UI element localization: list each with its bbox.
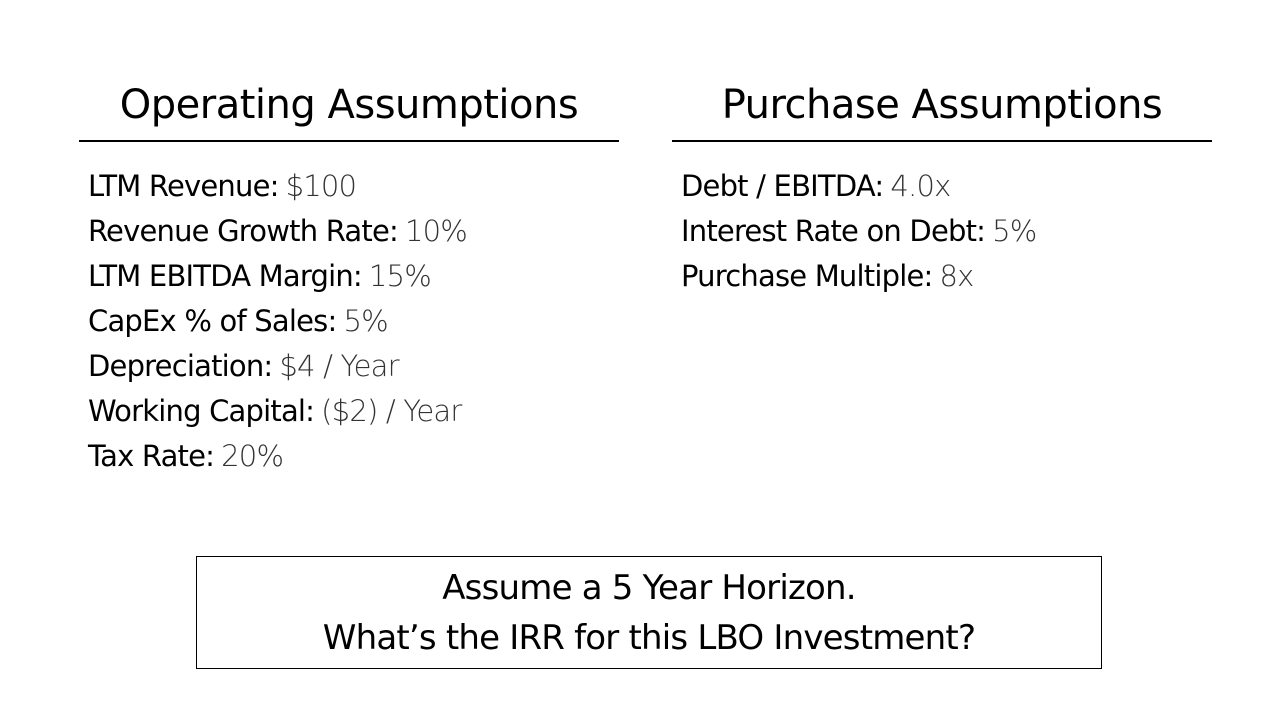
assumption-value: 20%	[221, 439, 284, 473]
purchase-section: Purchase Assumptions Debt / EBITDA: 4.0x I…	[672, 76, 1212, 299]
assumption-label: Debt / EBITDA:	[681, 169, 884, 203]
assumption-list: LTM Revenue: $100 Revenue Growth Rate: 10% L…	[88, 164, 619, 479]
assumption-label: Interest Rate on Debt:	[681, 214, 986, 248]
assumption-label: CapEx % of Sales:	[88, 304, 337, 338]
assumption-label: Tax Rate:	[88, 439, 215, 473]
section-title: Purchase Assumptions	[672, 76, 1212, 142]
assumption-item: LTM EBITDA Margin: 15%	[88, 254, 619, 299]
question-line: Assume a 5 Year Horizon.	[442, 567, 856, 608]
question-line: What’s the IRR for this LBO Investment?	[322, 617, 976, 658]
assumption-item: Revenue Growth Rate: 10%	[88, 209, 619, 254]
operating-section: Operating Assumptions LTM Revenue: $100 Re…	[79, 76, 619, 479]
assumption-label: Depreciation:	[88, 349, 273, 383]
assumption-label: LTM Revenue:	[88, 169, 279, 203]
assumption-value: 10%	[404, 214, 468, 248]
assumption-item: Debt / EBITDA: 4.0x	[681, 164, 1212, 209]
assumption-value: 15%	[368, 259, 432, 293]
assumption-list: Debt / EBITDA: 4.0x Interest Rate on Debt:…	[681, 164, 1212, 299]
assumption-value: $4 / Year	[279, 349, 399, 383]
assumption-item: Depreciation: $4 / Year	[88, 344, 619, 389]
assumption-item: Purchase Multiple: 8x	[681, 254, 1212, 299]
assumption-item: LTM Revenue: $100	[88, 164, 619, 209]
assumption-value: 5%	[992, 214, 1037, 248]
assumption-item: Interest Rate on Debt: 5%	[681, 209, 1212, 254]
assumption-item: Working Capital: ($2) / Year	[88, 389, 619, 434]
assumption-value: 5%	[343, 304, 388, 338]
assumption-value: 4.0x	[890, 169, 951, 203]
assumption-value: $100	[285, 169, 357, 203]
assumption-label: Working Capital:	[88, 394, 315, 428]
assumption-value: ($2) / Year	[321, 394, 462, 428]
assumption-label: Revenue Growth Rate:	[88, 214, 399, 248]
assumption-value: 8x	[939, 259, 974, 293]
assumption-item: CapEx % of Sales: 5%	[88, 299, 619, 344]
assumption-item: Tax Rate: 20%	[88, 434, 619, 479]
section-title: Operating Assumptions	[79, 76, 619, 142]
assumption-label: Purchase Multiple:	[681, 259, 933, 293]
question-box: Assume a 5 Year Horizon. What’s the IRR …	[196, 556, 1102, 669]
assumption-label: LTM EBITDA Margin:	[88, 259, 363, 293]
